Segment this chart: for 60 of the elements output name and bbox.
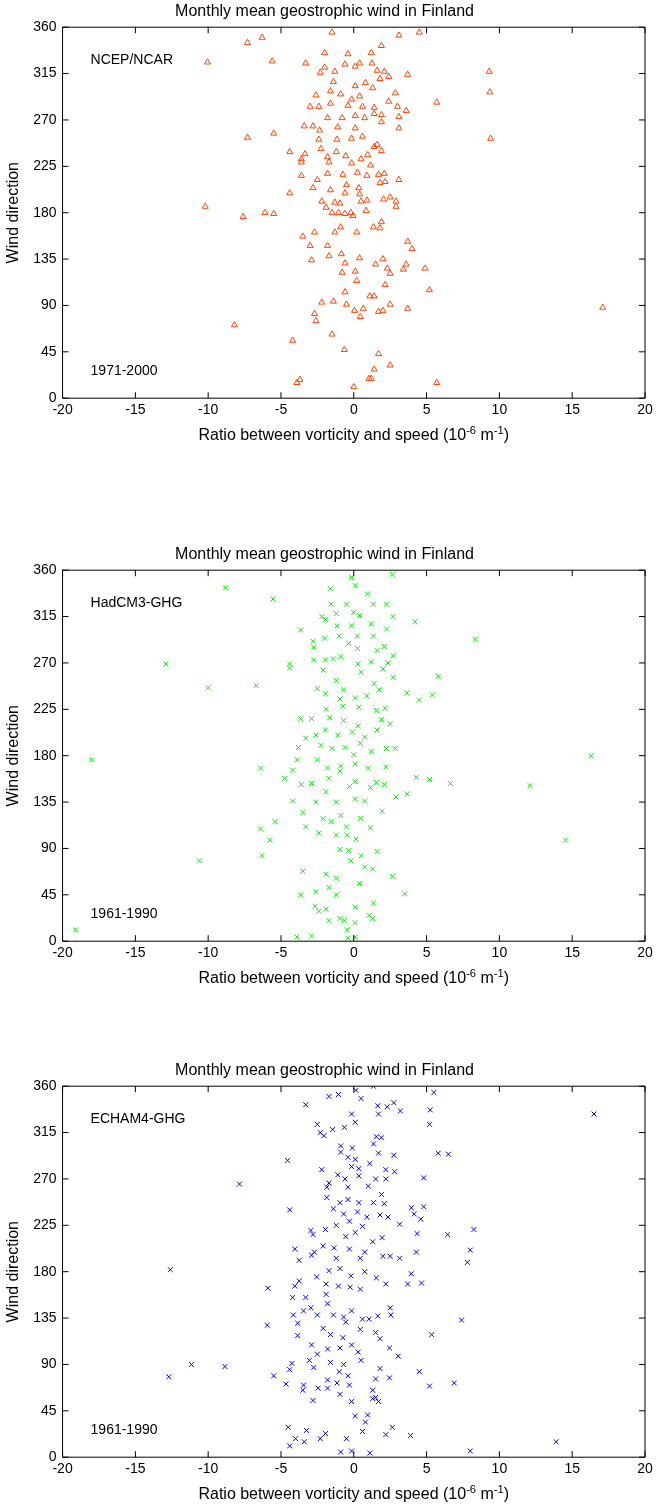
- y-tick-label: 360: [33, 1077, 57, 1094]
- y-axis-title: Wind direction: [4, 162, 22, 264]
- x-tick-label: 10: [491, 401, 508, 418]
- x-tick-label: -15: [125, 944, 146, 961]
- y-tick-label: 315: [33, 64, 57, 81]
- x-tick-label: 10: [491, 1460, 508, 1477]
- annotation: NCEP/NCAR: [90, 51, 174, 68]
- y-tick-label: 225: [33, 700, 57, 717]
- x-tick-label: -15: [125, 1460, 146, 1477]
- y-tick-label: 180: [33, 1262, 57, 1279]
- y-tick-label: 45: [40, 885, 57, 902]
- y-tick-label: 180: [33, 203, 57, 220]
- chart-title: Monthly mean geostrophic wind in Finland: [175, 545, 474, 563]
- x-tick-label: 0: [349, 944, 358, 961]
- y-tick-label: 270: [33, 1169, 57, 1186]
- y-tick-label: 225: [33, 1216, 57, 1233]
- y-tick-label: 270: [33, 110, 57, 127]
- x-tick-label: -15: [125, 401, 146, 418]
- y-tick-label: 270: [33, 653, 57, 670]
- y-tick-label: 90: [40, 1355, 57, 1372]
- y-tick-label: 225: [33, 157, 57, 174]
- y-tick-label: 360: [33, 18, 57, 35]
- y-axis-title: Wind direction: [4, 1221, 22, 1323]
- y-tick-label: 90: [40, 839, 57, 856]
- x-tick-label: -10: [198, 944, 219, 961]
- x-tick-label: -10: [198, 1460, 219, 1477]
- x-tick-label: 0: [349, 1460, 358, 1477]
- y-tick-label: 360: [33, 561, 57, 578]
- x-tick-label: 5: [422, 401, 431, 418]
- y-tick-label: 135: [33, 792, 57, 809]
- annotation: 1961-1990: [90, 1421, 158, 1438]
- x-tick-label: 5: [422, 944, 431, 961]
- x-tick-label: 10: [491, 944, 508, 961]
- x-tick-label: 15: [564, 1460, 581, 1477]
- y-tick-label: 90: [40, 296, 57, 313]
- annotation: 1961-1990: [90, 905, 158, 922]
- x-tick-label: 5: [422, 1460, 431, 1477]
- chart-title: Monthly mean geostrophic wind in Finland: [175, 1061, 474, 1079]
- x-tick-label: 0: [349, 401, 358, 418]
- chart-title: Monthly mean geostrophic wind in Finland: [175, 2, 474, 20]
- x-tick-label: -5: [274, 1460, 288, 1477]
- x-tick-label: -5: [274, 401, 288, 418]
- y-tick-label: 180: [33, 746, 57, 763]
- annotation: 1971-2000: [90, 362, 158, 379]
- x-tick-label: 15: [564, 401, 581, 418]
- x-tick-label: 20: [637, 1460, 653, 1477]
- x-tick-label: 20: [637, 944, 653, 961]
- y-tick-label: 45: [40, 342, 57, 359]
- x-tick-label: 20: [637, 401, 653, 418]
- y-tick-label: 45: [40, 1401, 57, 1418]
- x-tick-label: 15: [564, 944, 581, 961]
- annotation: HadCM3-GHG: [90, 594, 183, 611]
- y-tick-label: 135: [33, 1308, 57, 1325]
- y-tick-label: 315: [33, 607, 57, 624]
- annotation: ECHAM4-GHG: [90, 1110, 186, 1127]
- y-tick-label: 135: [33, 249, 57, 266]
- y-tick-label: 315: [33, 1123, 57, 1140]
- x-tick-label: -10: [198, 401, 219, 418]
- y-axis-title: Wind direction: [4, 705, 22, 807]
- x-tick-label: -5: [274, 944, 288, 961]
